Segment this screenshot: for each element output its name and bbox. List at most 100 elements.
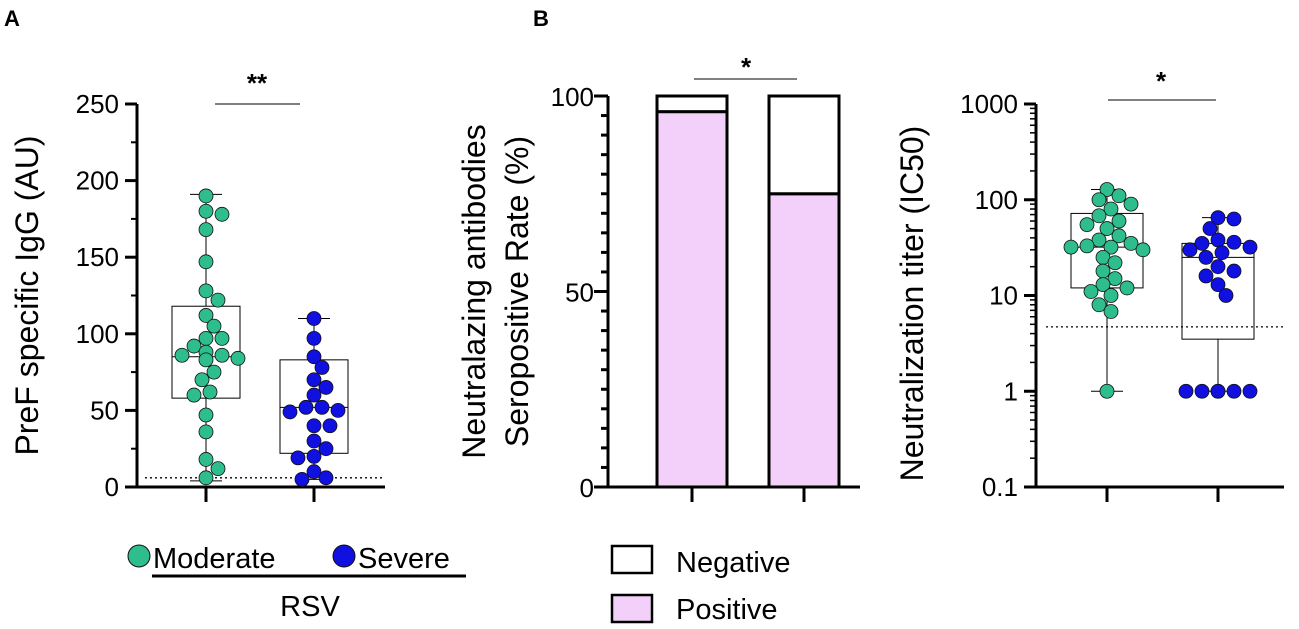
group-moderate-c-point bbox=[1099, 221, 1115, 236]
significance-label-a: ** bbox=[247, 68, 268, 98]
group-moderate-a-point bbox=[198, 424, 214, 440]
group-severe-c-point bbox=[1226, 211, 1242, 227]
group-moderate-a-point bbox=[174, 347, 190, 363]
bar-negative-severe bbox=[767, 94, 841, 196]
y-tick-label-c: 100 bbox=[975, 185, 1018, 215]
group-severe-c-point bbox=[1194, 236, 1210, 251]
group-severe-c-point bbox=[1242, 383, 1258, 399]
group-severe-c-point bbox=[1226, 234, 1242, 250]
group-severe-c-point bbox=[1210, 232, 1226, 248]
group-severe-a-point bbox=[314, 360, 330, 375]
group-severe-a-point bbox=[318, 441, 334, 457]
group-moderate-c-point bbox=[1091, 232, 1107, 248]
group-severe-c-point bbox=[1198, 249, 1214, 265]
group-severe-c-point bbox=[1210, 383, 1226, 399]
group-moderate-c-point bbox=[1103, 239, 1119, 255]
group-severe-a-point bbox=[322, 418, 338, 434]
y-tick-label-a: 250 bbox=[76, 89, 119, 119]
y-tick-label-c: 0.1 bbox=[982, 472, 1018, 502]
y-axis-label-b-line1: Neutralazing antibodies bbox=[456, 124, 492, 458]
y-tick-label-c: 1 bbox=[1004, 376, 1018, 406]
group-moderate-c-point bbox=[1103, 304, 1119, 319]
group-moderate-a-point bbox=[210, 461, 226, 477]
group-severe-a-point bbox=[306, 387, 322, 403]
legend-swatch-negative bbox=[610, 544, 654, 575]
group-moderate-c-point bbox=[1123, 196, 1139, 212]
y-tick-label-a: 100 bbox=[76, 319, 119, 349]
group-moderate-a-point bbox=[214, 206, 230, 222]
group-moderate-a-point bbox=[198, 470, 214, 486]
group-moderate-a-point bbox=[214, 347, 230, 363]
chart-b-seropositive-rate: 0 50 100 Neutralazing antibodies Seropositiv… bbox=[456, 52, 860, 626]
group-severe-c-point bbox=[1198, 268, 1214, 284]
group-moderate-c-point bbox=[1091, 192, 1107, 208]
group-moderate-c-point bbox=[1103, 288, 1119, 303]
legend-swatch-positive bbox=[610, 593, 654, 624]
group-moderate-a-point bbox=[198, 407, 214, 423]
group-moderate-a-point bbox=[202, 384, 218, 400]
group-moderate-c-point bbox=[1111, 188, 1127, 204]
group-severe-a-point bbox=[306, 349, 322, 365]
group-moderate-a-point bbox=[210, 292, 226, 308]
y-tick-label-a: 150 bbox=[76, 242, 119, 272]
group-moderate-c-point bbox=[1079, 217, 1095, 233]
bar-positive-severe bbox=[767, 192, 841, 489]
group-moderate-a-point bbox=[230, 350, 246, 366]
group-severe-a-point bbox=[318, 380, 334, 395]
group-severe-c-point bbox=[1202, 221, 1218, 236]
group-severe-a-point bbox=[330, 402, 346, 418]
group-moderate-c-point bbox=[1091, 208, 1107, 224]
group-severe-c-point bbox=[1242, 239, 1258, 255]
group-moderate-a-point bbox=[186, 387, 202, 403]
group-moderate-c-point bbox=[1095, 277, 1111, 292]
group-moderate-c-point bbox=[1091, 297, 1107, 313]
y-tick-label-b: 0 bbox=[580, 473, 594, 503]
bar-negative-moderate bbox=[655, 94, 729, 114]
group-severe-c-point bbox=[1178, 383, 1194, 399]
group-severe-a-point bbox=[306, 433, 322, 449]
group-moderate-c-point bbox=[1119, 280, 1135, 296]
group-severe-a-point bbox=[306, 311, 322, 326]
y-tick-label-b: 50 bbox=[565, 278, 594, 308]
group-moderate-c-point bbox=[1103, 201, 1119, 217]
group-severe-a-point bbox=[290, 450, 306, 466]
y-tick-label-c: 10 bbox=[989, 281, 1018, 311]
group-moderate-a-point bbox=[198, 254, 214, 270]
legend-label-negative: Negative bbox=[676, 547, 790, 579]
group-severe-a-point bbox=[314, 399, 330, 415]
y-tick-label-c: 1000 bbox=[960, 89, 1018, 119]
group-severe-c-point bbox=[1226, 263, 1242, 279]
group-severe-a-point bbox=[306, 464, 322, 480]
group-moderate-a-point bbox=[214, 330, 230, 346]
group-moderate-c-point bbox=[1107, 255, 1123, 271]
y-axis-label-b-line2: Seropositive Rate (%) bbox=[499, 136, 535, 447]
significance-label-b: * bbox=[741, 52, 752, 82]
group-moderate-a-point bbox=[198, 188, 214, 204]
group-severe-c-point bbox=[1226, 383, 1242, 399]
group-severe-c-point bbox=[1194, 383, 1210, 399]
legend-label-severe: Severe bbox=[358, 543, 450, 575]
group-severe-c-point bbox=[1218, 288, 1234, 303]
panel-label-b: B bbox=[533, 6, 549, 31]
group-moderate-c-point bbox=[1083, 284, 1099, 299]
group-severe-c-point bbox=[1182, 242, 1198, 258]
chart-b-neutralization-titer: 0.1 1 10 100 1000 Neutralization titer (IC50)… bbox=[894, 66, 1284, 502]
group-moderate-c-point bbox=[1079, 238, 1095, 254]
group-severe-a-point bbox=[306, 418, 322, 434]
group-moderate-a-point bbox=[186, 338, 202, 354]
group-moderate-a-point bbox=[198, 283, 214, 299]
group-moderate-a-point bbox=[198, 308, 214, 323]
y-tick-label-a: 0 bbox=[105, 472, 119, 502]
group-moderate-a-point bbox=[194, 372, 210, 388]
group-severe-a-point bbox=[306, 372, 322, 388]
significance-label-c: * bbox=[1156, 66, 1167, 96]
group-moderate-c-point bbox=[1111, 228, 1127, 244]
group-moderate-a-point bbox=[198, 222, 214, 238]
group-moderate-c-point bbox=[1063, 239, 1079, 255]
group-moderate-c-point bbox=[1111, 213, 1127, 229]
bar-positive-moderate bbox=[655, 110, 729, 489]
group-moderate-c-point bbox=[1099, 182, 1115, 197]
group-label-rsv: RSV bbox=[280, 591, 340, 623]
y-axis-label-c: Neutralization titer (IC50) bbox=[894, 126, 930, 482]
